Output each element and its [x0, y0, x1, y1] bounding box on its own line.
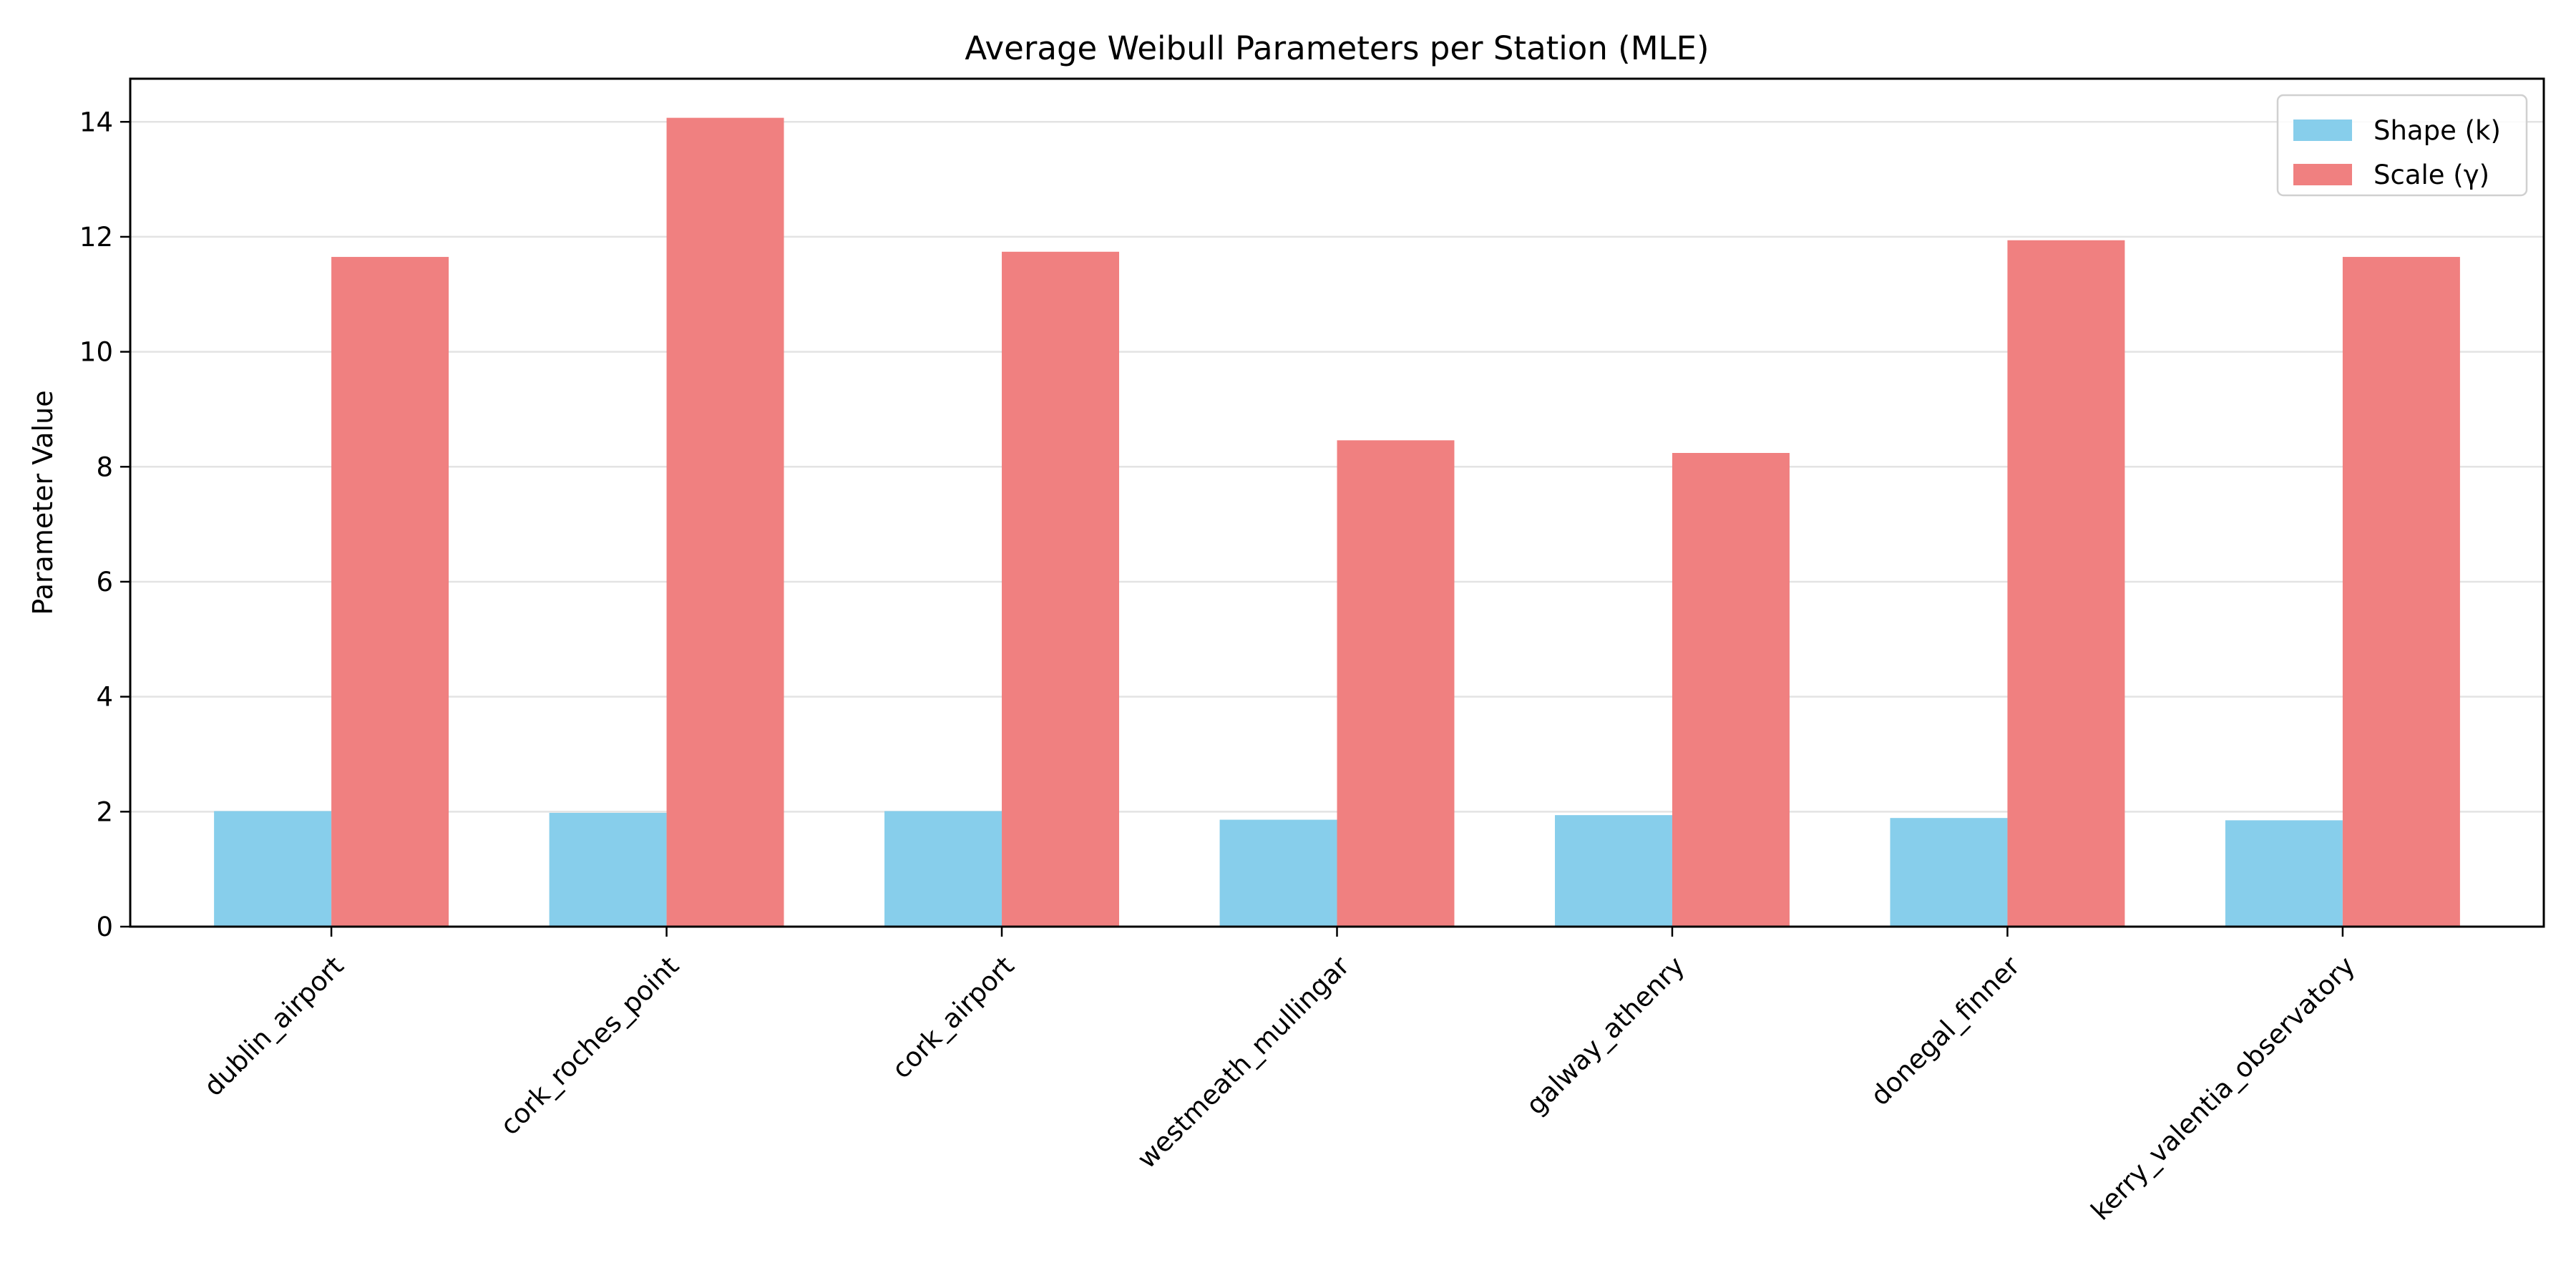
x-tick-label: cork_roches_point: [494, 950, 685, 1141]
bars-layer: [214, 117, 2460, 927]
x-tick-label: donegal_finner: [1865, 950, 2026, 1112]
chart-title: Average Weibull Parameters per Station (…: [965, 29, 1709, 67]
bar-shape-galway-athenry: [1555, 815, 1672, 927]
y-axis: 0 2 4 6 8 10 12 14: [79, 107, 130, 942]
bar-scale-donegal-finner: [2007, 240, 2125, 927]
bar-shape-cork-roches-point: [549, 812, 667, 927]
x-axis: dublin_airport cork_roches_point cork_airp…: [198, 927, 2361, 1226]
bar-shape-cork-airport: [884, 811, 1002, 927]
legend: Shape (k) Scale (γ): [2276, 94, 2528, 197]
y-tick-label: 10: [79, 337, 113, 368]
bar-shape-westmeath-mullingar: [1219, 819, 1337, 927]
y-axis-label: Parameter Value: [27, 390, 59, 615]
legend-swatch: [2293, 119, 2352, 141]
legend-label: Scale (γ): [2373, 160, 2489, 190]
bar-scale-westmeath-mullingar: [1337, 440, 1455, 927]
x-tick-label: kerry_valentia_observatory: [2085, 950, 2361, 1226]
legend-swatch: [2293, 164, 2352, 185]
y-tick-label: 2: [96, 796, 113, 827]
y-tick-label: 6: [96, 567, 113, 597]
bar-scale-cork-roches-point: [666, 117, 784, 927]
bar-scale-galway-athenry: [1672, 453, 1790, 927]
bar-scale-cork-airport: [1002, 251, 1119, 927]
x-tick-label: westmeath_mullingar: [1131, 950, 1356, 1175]
y-tick-label: 4: [96, 682, 113, 713]
x-tick-label: dublin_airport: [198, 950, 350, 1102]
y-tick-label: 12: [79, 222, 113, 253]
y-tick-label: 0: [96, 912, 113, 942]
bar-scale-dublin-airport: [331, 257, 449, 927]
legend-label: Shape (k): [2373, 115, 2501, 146]
bar-scale-kerry-valentia-observatory: [2342, 257, 2460, 927]
x-tick-label: cork_airport: [886, 950, 1020, 1084]
legend-items: Shape (k) Scale (γ): [2293, 115, 2501, 190]
x-tick-label: galway_athenry: [1520, 950, 1690, 1121]
y-tick-label: 8: [96, 452, 113, 482]
y-tick-label: 14: [79, 107, 113, 137]
bar-shape-donegal-finner: [1890, 818, 2008, 927]
bar-shape-dublin-airport: [214, 811, 332, 927]
bar-shape-kerry-valentia-observatory: [2225, 820, 2343, 927]
